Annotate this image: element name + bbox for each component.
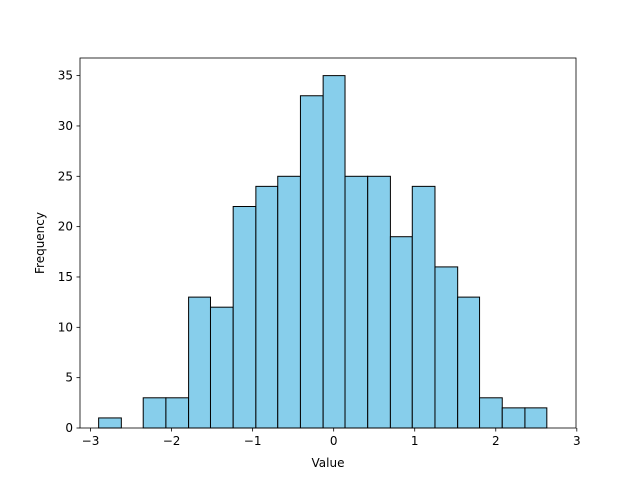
x-tick-label: 0 (330, 434, 338, 448)
histogram-bar (142, 397, 167, 429)
y-tick-label: 20 (58, 220, 73, 234)
histogram-bar (434, 266, 459, 429)
histogram-bar (255, 185, 279, 429)
histogram-bar (457, 296, 481, 429)
x-tick-label: 3 (573, 434, 581, 448)
histogram-bar (277, 175, 301, 429)
y-tick-label: 5 (65, 371, 73, 385)
x-axis-label: Value (312, 456, 345, 470)
x-tick-label: −3 (82, 434, 100, 448)
plot-frame (79, 57, 577, 429)
x-tick-label: 1 (411, 434, 419, 448)
histogram-bar (411, 185, 436, 429)
x-tick-label: −2 (163, 434, 181, 448)
y-axis-label: Frequency (33, 212, 47, 274)
x-ticks-group: −3 −2 −1 0 1 2 3 (82, 428, 581, 448)
y-tick-label: 30 (58, 119, 73, 133)
histogram-bar (98, 417, 122, 429)
y-tick-label: 35 (58, 69, 73, 83)
histogram-bar (165, 397, 190, 429)
x-tick-label: 2 (492, 434, 500, 448)
histogram-bar (524, 407, 548, 429)
histogram-bar (501, 407, 526, 429)
y-ticks-group: 0 5 10 15 20 25 30 35 (58, 69, 80, 435)
histogram-bar (299, 95, 324, 429)
y-tick-label: 25 (58, 169, 73, 183)
histogram-bar (232, 206, 257, 429)
histogram-bar (344, 175, 369, 429)
histogram-bar (188, 296, 211, 429)
x-tick-label: −1 (244, 434, 262, 448)
histogram-bar (479, 397, 503, 429)
y-tick-label: 10 (58, 320, 73, 334)
histogram-bar (389, 236, 413, 429)
histogram-bar (367, 175, 391, 429)
y-tick-label: 0 (65, 421, 73, 435)
histogram-bar (322, 75, 346, 429)
histogram-bar (209, 306, 234, 429)
bars-group (98, 75, 548, 429)
y-tick-label: 15 (58, 270, 73, 284)
